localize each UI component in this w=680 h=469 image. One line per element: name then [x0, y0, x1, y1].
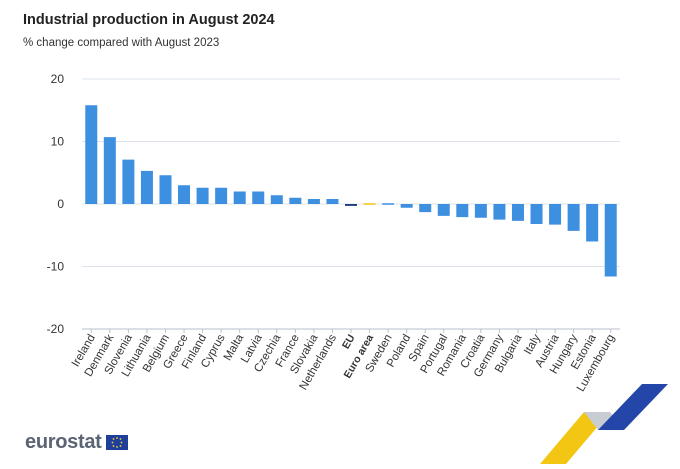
y-tick-label: 10 — [51, 135, 65, 149]
bar-lithuania[interactable] — [140, 170, 153, 204]
bar-cyprus[interactable] — [215, 187, 228, 204]
bar-greece[interactable] — [178, 185, 191, 204]
bar-estonia[interactable] — [586, 204, 599, 242]
bar-eu[interactable] — [345, 204, 357, 206]
bar-ireland[interactable] — [85, 105, 98, 204]
decorative-corner-graphic — [540, 384, 668, 464]
bar-finland[interactable] — [196, 187, 209, 204]
bar-germany[interactable] — [493, 204, 506, 220]
bar-croatia[interactable] — [474, 204, 487, 218]
y-tick-label: -20 — [47, 322, 65, 336]
bar-malta[interactable] — [233, 191, 246, 205]
bar-france[interactable] — [289, 197, 302, 204]
bar-bulgaria[interactable] — [511, 204, 524, 221]
bar-latvia[interactable] — [252, 191, 265, 205]
bar-slovenia[interactable] — [122, 159, 135, 204]
bar-chart: 20100-10-20IrelandDenmarkSloveniaLithuan… — [47, 72, 620, 394]
y-tick-label: -10 — [47, 260, 65, 274]
bar-poland[interactable] — [400, 204, 413, 208]
eurostat-logo-text: eurostat — [25, 431, 102, 453]
chart-title: Industrial production in August 2024 — [23, 12, 275, 28]
bar-sweden[interactable] — [382, 203, 395, 205]
bar-luxembourg[interactable] — [604, 204, 617, 277]
bar-euro-area[interactable] — [363, 203, 376, 205]
bar-italy[interactable] — [530, 204, 543, 224]
eu-flag-icon — [105, 435, 128, 450]
bar-belgium[interactable] — [159, 175, 172, 204]
x-tick-label: EU — [340, 333, 358, 352]
bar-romania[interactable] — [456, 204, 469, 218]
bar-czechia[interactable] — [270, 195, 283, 204]
bar-netherlands[interactable] — [326, 199, 339, 204]
bar-austria[interactable] — [549, 204, 562, 225]
bar-hungary[interactable] — [567, 204, 580, 231]
bar-spain[interactable] — [419, 204, 432, 213]
bar-portugal[interactable] — [437, 204, 450, 216]
bar-denmark[interactable] — [103, 137, 116, 204]
chart-subtitle: % change compared with August 2023 — [23, 37, 220, 49]
y-tick-label: 0 — [57, 197, 64, 211]
y-tick-label: 20 — [51, 72, 65, 86]
bar-slovakia[interactable] — [307, 199, 320, 204]
eurostat-logo: eurostat — [25, 431, 128, 454]
